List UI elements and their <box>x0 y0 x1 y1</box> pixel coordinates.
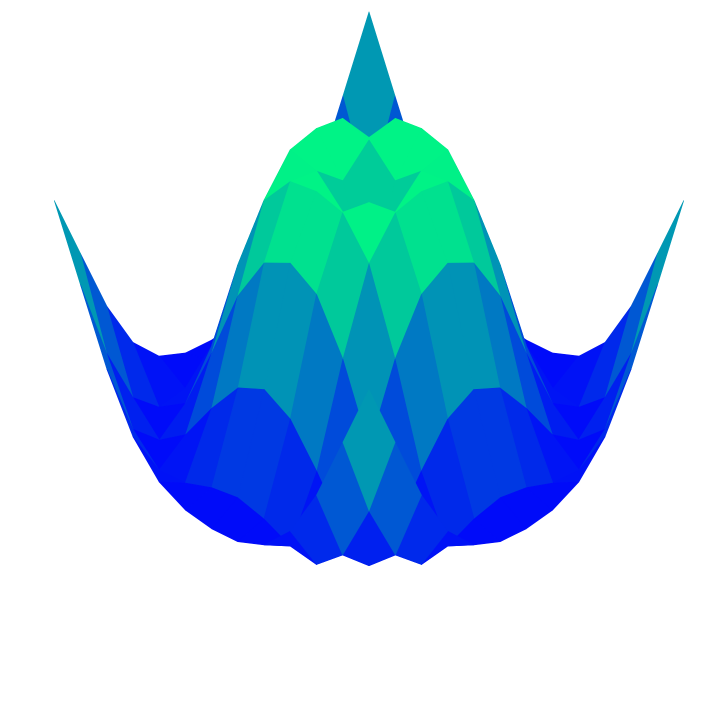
surface-patch <box>80 253 134 398</box>
surface-patch <box>631 200 685 354</box>
surface-patch <box>604 253 658 398</box>
surface-patch <box>342 389 396 512</box>
surface-patch <box>53 200 107 354</box>
